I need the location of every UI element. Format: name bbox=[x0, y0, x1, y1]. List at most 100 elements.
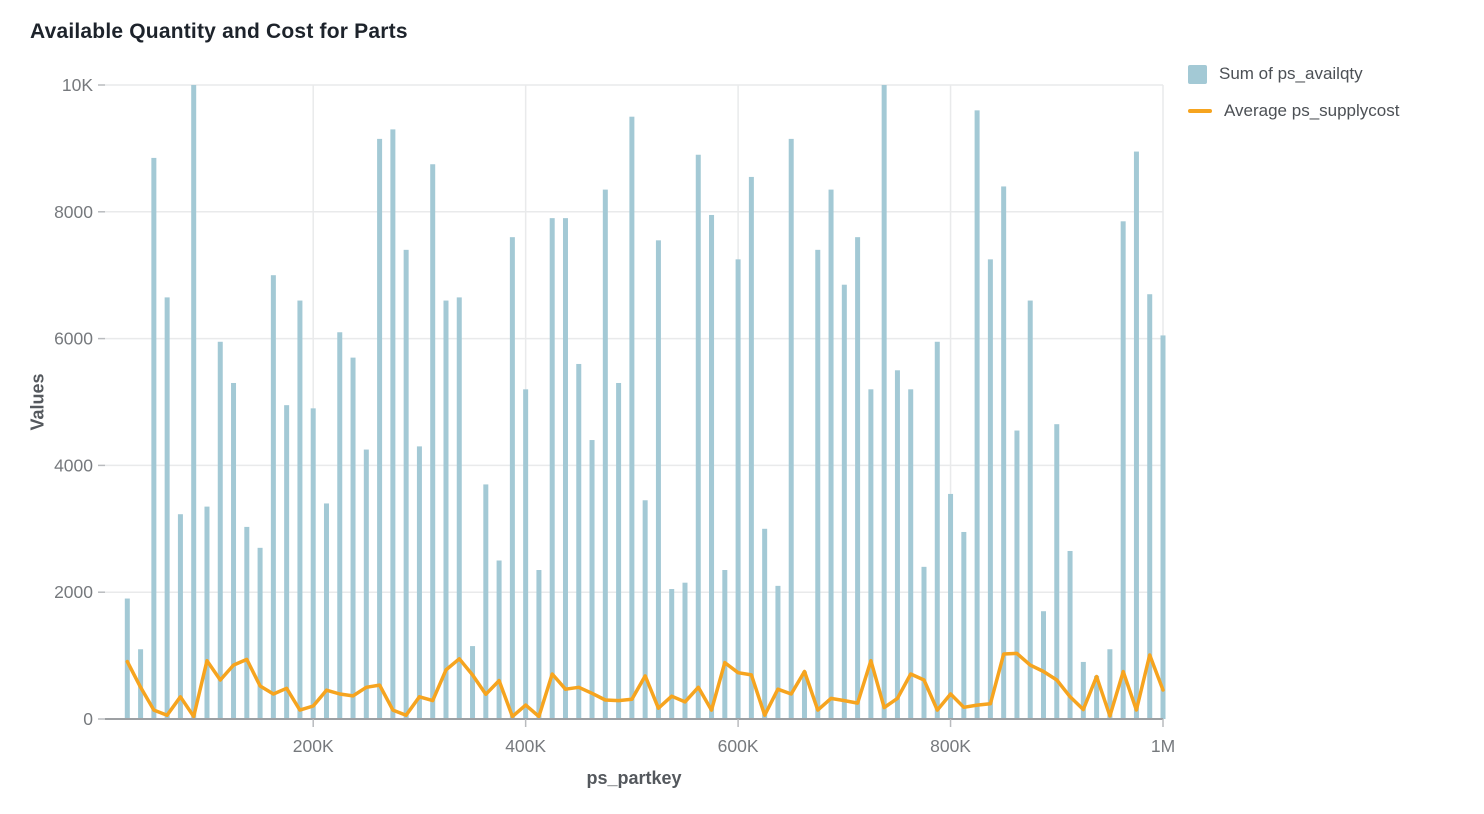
y-tick-label: 10K bbox=[62, 75, 93, 95]
bar[interactable] bbox=[270, 275, 276, 719]
bar[interactable] bbox=[496, 560, 502, 720]
bar[interactable] bbox=[257, 547, 263, 719]
bar[interactable] bbox=[722, 570, 728, 719]
bar[interactable] bbox=[576, 363, 582, 719]
bar[interactable] bbox=[669, 589, 675, 719]
bar[interactable] bbox=[961, 531, 967, 719]
legend-item-availqty[interactable]: Sum of ps_availqty bbox=[1188, 64, 1399, 84]
bar[interactable] bbox=[1040, 611, 1046, 719]
bar[interactable] bbox=[1027, 300, 1033, 719]
y-tick-label: 0 bbox=[83, 709, 93, 729]
bar[interactable] bbox=[616, 382, 622, 719]
bar[interactable] bbox=[310, 408, 316, 719]
bar[interactable] bbox=[1120, 221, 1126, 719]
bar[interactable] bbox=[815, 249, 821, 719]
bar[interactable] bbox=[416, 446, 422, 719]
bar[interactable] bbox=[987, 259, 993, 719]
x-axis-title: ps_partkey bbox=[586, 768, 682, 788]
bar[interactable] bbox=[841, 284, 847, 719]
bar[interactable] bbox=[523, 389, 529, 719]
bar[interactable] bbox=[868, 389, 874, 719]
bar[interactable] bbox=[1160, 335, 1166, 719]
bar[interactable] bbox=[1067, 550, 1073, 719]
bar[interactable] bbox=[177, 514, 183, 719]
bar[interactable] bbox=[682, 582, 688, 719]
legend-label: Average ps_supplycost bbox=[1224, 101, 1400, 120]
bar[interactable] bbox=[1014, 430, 1020, 719]
y-axis-title: Values bbox=[27, 373, 48, 431]
bar[interactable] bbox=[735, 259, 741, 719]
bar[interactable] bbox=[655, 240, 661, 719]
bar[interactable] bbox=[483, 484, 489, 719]
bar[interactable] bbox=[948, 493, 954, 719]
bar[interactable] bbox=[589, 440, 595, 719]
bar[interactable] bbox=[894, 370, 900, 719]
bar[interactable] bbox=[921, 566, 927, 719]
bar[interactable] bbox=[602, 189, 608, 720]
bar[interactable] bbox=[855, 237, 861, 719]
bar[interactable] bbox=[323, 503, 329, 719]
bar[interactable] bbox=[509, 237, 515, 719]
bar-series-swatch-icon bbox=[1188, 64, 1207, 84]
bar[interactable] bbox=[1094, 675, 1100, 719]
bar[interactable] bbox=[536, 570, 542, 719]
bar[interactable] bbox=[801, 671, 807, 719]
bar[interactable] bbox=[124, 598, 130, 719]
bar[interactable] bbox=[456, 297, 462, 719]
bar[interactable] bbox=[642, 500, 648, 719]
bar[interactable] bbox=[974, 110, 980, 720]
bar[interactable] bbox=[350, 357, 356, 719]
bar[interactable] bbox=[244, 526, 250, 719]
bar[interactable] bbox=[191, 85, 197, 719]
chart-title: Available Quantity and Cost for Parts bbox=[30, 20, 408, 43]
bar[interactable] bbox=[629, 116, 635, 719]
y-tick-label: 4000 bbox=[54, 455, 93, 475]
bar[interactable] bbox=[217, 341, 223, 719]
bar[interactable] bbox=[1147, 294, 1153, 719]
bar[interactable] bbox=[748, 176, 754, 719]
y-tick-label: 6000 bbox=[54, 329, 93, 349]
bar[interactable] bbox=[695, 154, 701, 720]
x-tick-label: 600K bbox=[718, 736, 759, 756]
bar[interactable] bbox=[1080, 661, 1086, 719]
bar[interactable] bbox=[908, 389, 914, 719]
bar[interactable] bbox=[151, 157, 157, 719]
bar[interactable] bbox=[549, 218, 555, 719]
bar[interactable] bbox=[377, 138, 383, 719]
x-tick-label: 200K bbox=[293, 736, 334, 756]
bar[interactable] bbox=[762, 528, 768, 719]
bar[interactable] bbox=[231, 382, 237, 719]
y-tick-label: 2000 bbox=[54, 582, 93, 602]
x-tick-label: 400K bbox=[505, 736, 546, 756]
bar[interactable] bbox=[284, 405, 290, 719]
bar[interactable] bbox=[788, 138, 794, 719]
line-series-swatch-icon bbox=[1188, 109, 1212, 113]
bar[interactable] bbox=[881, 85, 887, 719]
bar[interactable] bbox=[775, 585, 781, 719]
bar[interactable] bbox=[297, 300, 303, 719]
bar[interactable] bbox=[204, 506, 210, 719]
line-series[interactable] bbox=[125, 651, 1165, 719]
x-tick-label: 1M bbox=[1151, 736, 1175, 756]
bar[interactable] bbox=[470, 646, 476, 719]
bar[interactable] bbox=[390, 129, 396, 719]
legend-item-supplycost[interactable]: Average ps_supplycost bbox=[1188, 101, 1399, 121]
bar[interactable] bbox=[430, 164, 436, 719]
bar[interactable] bbox=[1001, 186, 1007, 719]
bar[interactable] bbox=[1133, 151, 1139, 719]
bar[interactable] bbox=[828, 189, 834, 720]
bar[interactable] bbox=[363, 449, 369, 719]
bar[interactable] bbox=[1054, 424, 1060, 719]
bar[interactable] bbox=[337, 332, 343, 719]
bar[interactable] bbox=[443, 300, 449, 719]
legend: Sum of ps_availqty Average ps_supplycost bbox=[1188, 64, 1399, 121]
bar[interactable] bbox=[164, 297, 170, 719]
bar[interactable] bbox=[1107, 649, 1113, 719]
bar[interactable] bbox=[562, 218, 568, 719]
bar[interactable] bbox=[934, 341, 940, 719]
y-tick-label: 8000 bbox=[54, 202, 93, 222]
bar[interactable] bbox=[709, 214, 715, 719]
bar[interactable] bbox=[403, 249, 409, 719]
